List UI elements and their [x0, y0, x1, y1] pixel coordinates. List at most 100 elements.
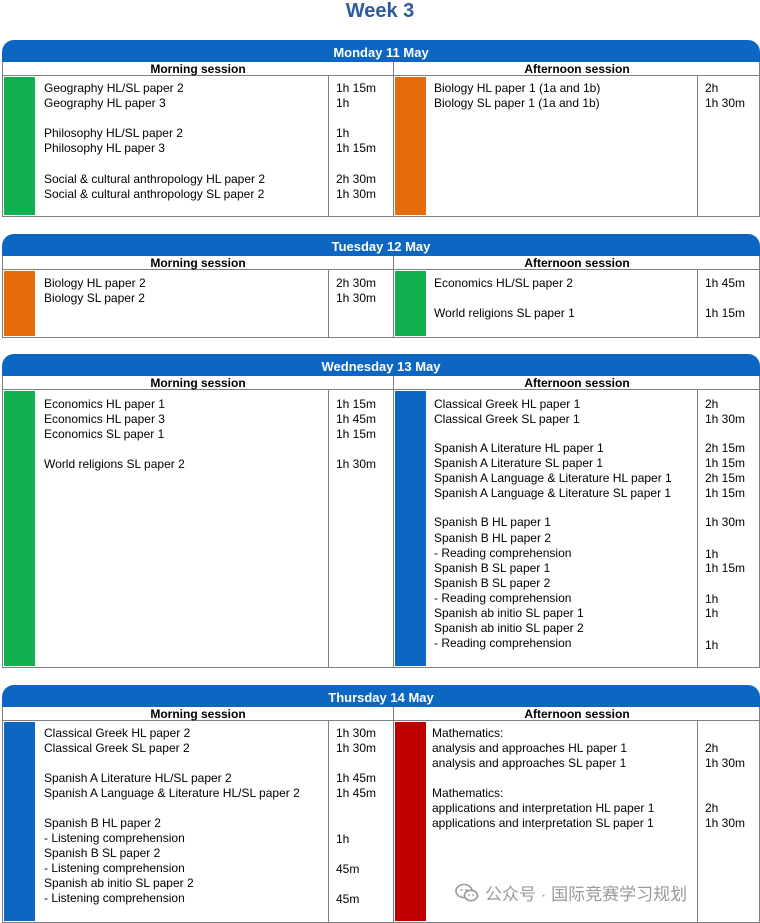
watermark-text: 公众号 · 国际竞赛学习规划	[485, 885, 688, 904]
day-block: Monday 11 May Morning session Geography HL…	[2, 40, 760, 217]
exam-subject: - Listening comprehension	[44, 861, 185, 875]
exam-duration: 1h 15m	[705, 561, 746, 575]
column-divider	[393, 376, 394, 667]
column-divider	[328, 76, 329, 216]
exam-subject: Spanish ab initio SL paper 2	[44, 876, 194, 890]
exam-subject: Spanish B SL paper 1	[434, 561, 551, 575]
exam-duration: 1h 15m	[705, 456, 746, 470]
session-color-bar	[395, 722, 426, 921]
exam-subject: - Listening comprehension	[44, 831, 185, 845]
exam-subject: Biology HL paper 2	[44, 276, 146, 290]
exam-subject: applications and interpretation SL paper…	[432, 816, 654, 830]
exam-subject: Spanish A Literature HL/SL paper 2	[44, 771, 232, 785]
column-divider	[328, 270, 329, 337]
exam-duration: 1h 15m	[336, 427, 377, 441]
exam-duration: 2h 30m	[336, 276, 377, 290]
day-grid: Morning session Geography HL/SL paper 2 1h…	[2, 62, 760, 217]
exam-subject: Spanish A Literature HL paper 1	[434, 441, 604, 455]
exam-subject: Social & cultural anthropology HL paper …	[44, 172, 266, 186]
exam-duration: 45m	[336, 892, 360, 906]
exam-subject: - Reading comprehension	[434, 546, 572, 560]
day-grid: Morning session Biology HL paper 2 2h 30m B…	[2, 256, 760, 338]
exam-subject: Spanish B SL paper 2	[434, 576, 551, 590]
exam-subject: Biology SL paper 2	[44, 291, 145, 305]
exam-subject: Social & cultural anthropology SL paper …	[44, 187, 265, 201]
exam-subject: Philosophy HL paper 3	[44, 141, 165, 155]
exam-subject: World religions SL paper 1	[434, 306, 575, 320]
exam-duration: 1h 45m	[336, 771, 377, 785]
day-header: Tuesday 12 May	[2, 234, 760, 256]
exam-duration: 1h 45m	[705, 276, 746, 290]
exam-duration: 1h 45m	[336, 786, 377, 800]
exam-subject: Spanish B SL paper 2	[44, 846, 161, 860]
exam-subject: applications and interpretation HL paper…	[432, 801, 655, 815]
session-color-bar	[4, 722, 35, 921]
exam-duration: 1h 30m	[336, 187, 377, 201]
exam-duration: 1h	[705, 606, 719, 620]
session-color-bar	[4, 77, 35, 215]
exam-duration: 2h	[705, 741, 719, 755]
exam-subject: Mathematics:	[432, 786, 504, 800]
exam-subject: Classical Greek SL paper 2	[44, 741, 190, 755]
exam-duration: 1h 30m	[705, 756, 746, 770]
exam-subject: Spanish B HL paper 2	[434, 531, 551, 545]
exam-subject: Geography HL paper 3	[44, 96, 166, 110]
column-divider	[328, 721, 329, 922]
exam-subject: Philosophy HL/SL paper 2	[44, 126, 183, 140]
exam-subject: Spanish A Language & Literature HL paper…	[434, 471, 672, 485]
exam-subject: Spanish ab initio SL paper 1	[434, 606, 584, 620]
exam-duration: 1h	[705, 592, 719, 606]
exam-duration: 1h 15m	[705, 306, 746, 320]
exam-duration: 1h 30m	[705, 515, 746, 529]
exam-duration: 1h 30m	[336, 291, 377, 305]
exam-subject: Mathematics:	[432, 726, 504, 740]
exam-duration: 1h	[705, 638, 719, 652]
exam-subject: Biology HL paper 1 (1a and 1b)	[434, 81, 601, 95]
exam-subject: Spanish A Language & Literature HL/SL pa…	[44, 786, 300, 800]
exam-duration: 1h	[336, 832, 350, 846]
exam-subject: analysis and approaches HL paper 1	[432, 741, 628, 755]
exam-subject: Spanish A Language & Literature SL paper…	[434, 486, 672, 500]
morning-session-title: Morning session	[3, 256, 393, 270]
exam-duration: 2h 15m	[705, 441, 746, 455]
column-divider	[697, 390, 698, 667]
afternoon-session-title: Afternoon session	[394, 256, 760, 270]
day-block: Thursday 14 May Morning session Classical …	[2, 685, 760, 923]
exam-duration: 1h 15m	[336, 81, 377, 95]
column-divider	[697, 721, 698, 922]
column-divider	[393, 62, 394, 216]
wechat-icon	[455, 883, 479, 901]
exam-subject: Geography HL/SL paper 2	[44, 81, 184, 95]
afternoon-session-title: Afternoon session	[394, 376, 760, 390]
exam-duration: 2h	[705, 801, 719, 815]
exam-duration: 2h 30m	[336, 172, 377, 186]
afternoon-session-title: Afternoon session	[394, 62, 760, 76]
exam-duration: 2h 15m	[705, 471, 746, 485]
exam-subject: Classical Greek HL paper 2	[44, 726, 191, 740]
exam-duration: 1h 30m	[705, 412, 746, 426]
afternoon-session-title: Afternoon session	[394, 707, 760, 721]
day-header: Thursday 14 May	[2, 685, 760, 707]
exam-subject: - Reading comprehension	[434, 591, 572, 605]
exam-subject: Classical Greek SL paper 1	[434, 412, 580, 426]
exam-subject: Spanish ab initio SL paper 2	[434, 621, 584, 635]
day-block: Wednesday 13 May Morning session Economics…	[2, 354, 760, 668]
exam-duration: 1h 30m	[705, 96, 746, 110]
morning-session-title: Morning session	[3, 707, 393, 721]
exam-subject: Economics SL paper 1	[44, 427, 165, 441]
column-divider	[393, 256, 394, 337]
exam-subject: Spanish A Literature SL paper 1	[434, 456, 604, 470]
exam-duration: 1h	[336, 96, 350, 110]
column-divider	[697, 270, 698, 337]
exam-subject: Economics HL paper 3	[44, 412, 165, 426]
session-color-bar	[395, 271, 426, 336]
exam-subject: Economics HL paper 1	[44, 397, 165, 411]
column-divider	[393, 707, 394, 922]
day-header: Wednesday 13 May	[2, 354, 760, 376]
exam-duration: 1h 30m	[705, 816, 746, 830]
week-title: Week 3	[345, 0, 415, 22]
exam-subject: - Reading comprehension	[434, 636, 572, 650]
morning-session-title: Morning session	[3, 62, 393, 76]
exam-duration: 2h	[705, 81, 719, 95]
exam-duration: 2h	[705, 397, 719, 411]
